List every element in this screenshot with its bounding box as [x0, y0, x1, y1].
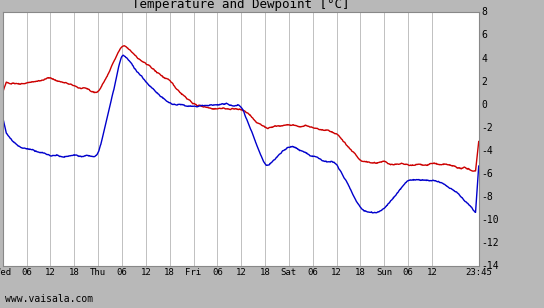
Text: -14: -14 [481, 261, 499, 271]
Text: 8: 8 [481, 7, 487, 17]
Text: 4: 4 [481, 54, 487, 63]
Text: -2: -2 [481, 123, 493, 133]
Text: -6: -6 [481, 169, 493, 179]
Title: Temperature and Dewpoint [°C]: Temperature and Dewpoint [°C] [132, 0, 349, 11]
Text: -8: -8 [481, 192, 493, 202]
Text: www.vaisala.com: www.vaisala.com [5, 294, 94, 304]
Text: -10: -10 [481, 215, 499, 225]
Text: -4: -4 [481, 146, 493, 156]
Text: 2: 2 [481, 77, 487, 87]
Text: 0: 0 [481, 100, 487, 110]
Text: 6: 6 [481, 30, 487, 40]
Text: -12: -12 [481, 238, 499, 248]
